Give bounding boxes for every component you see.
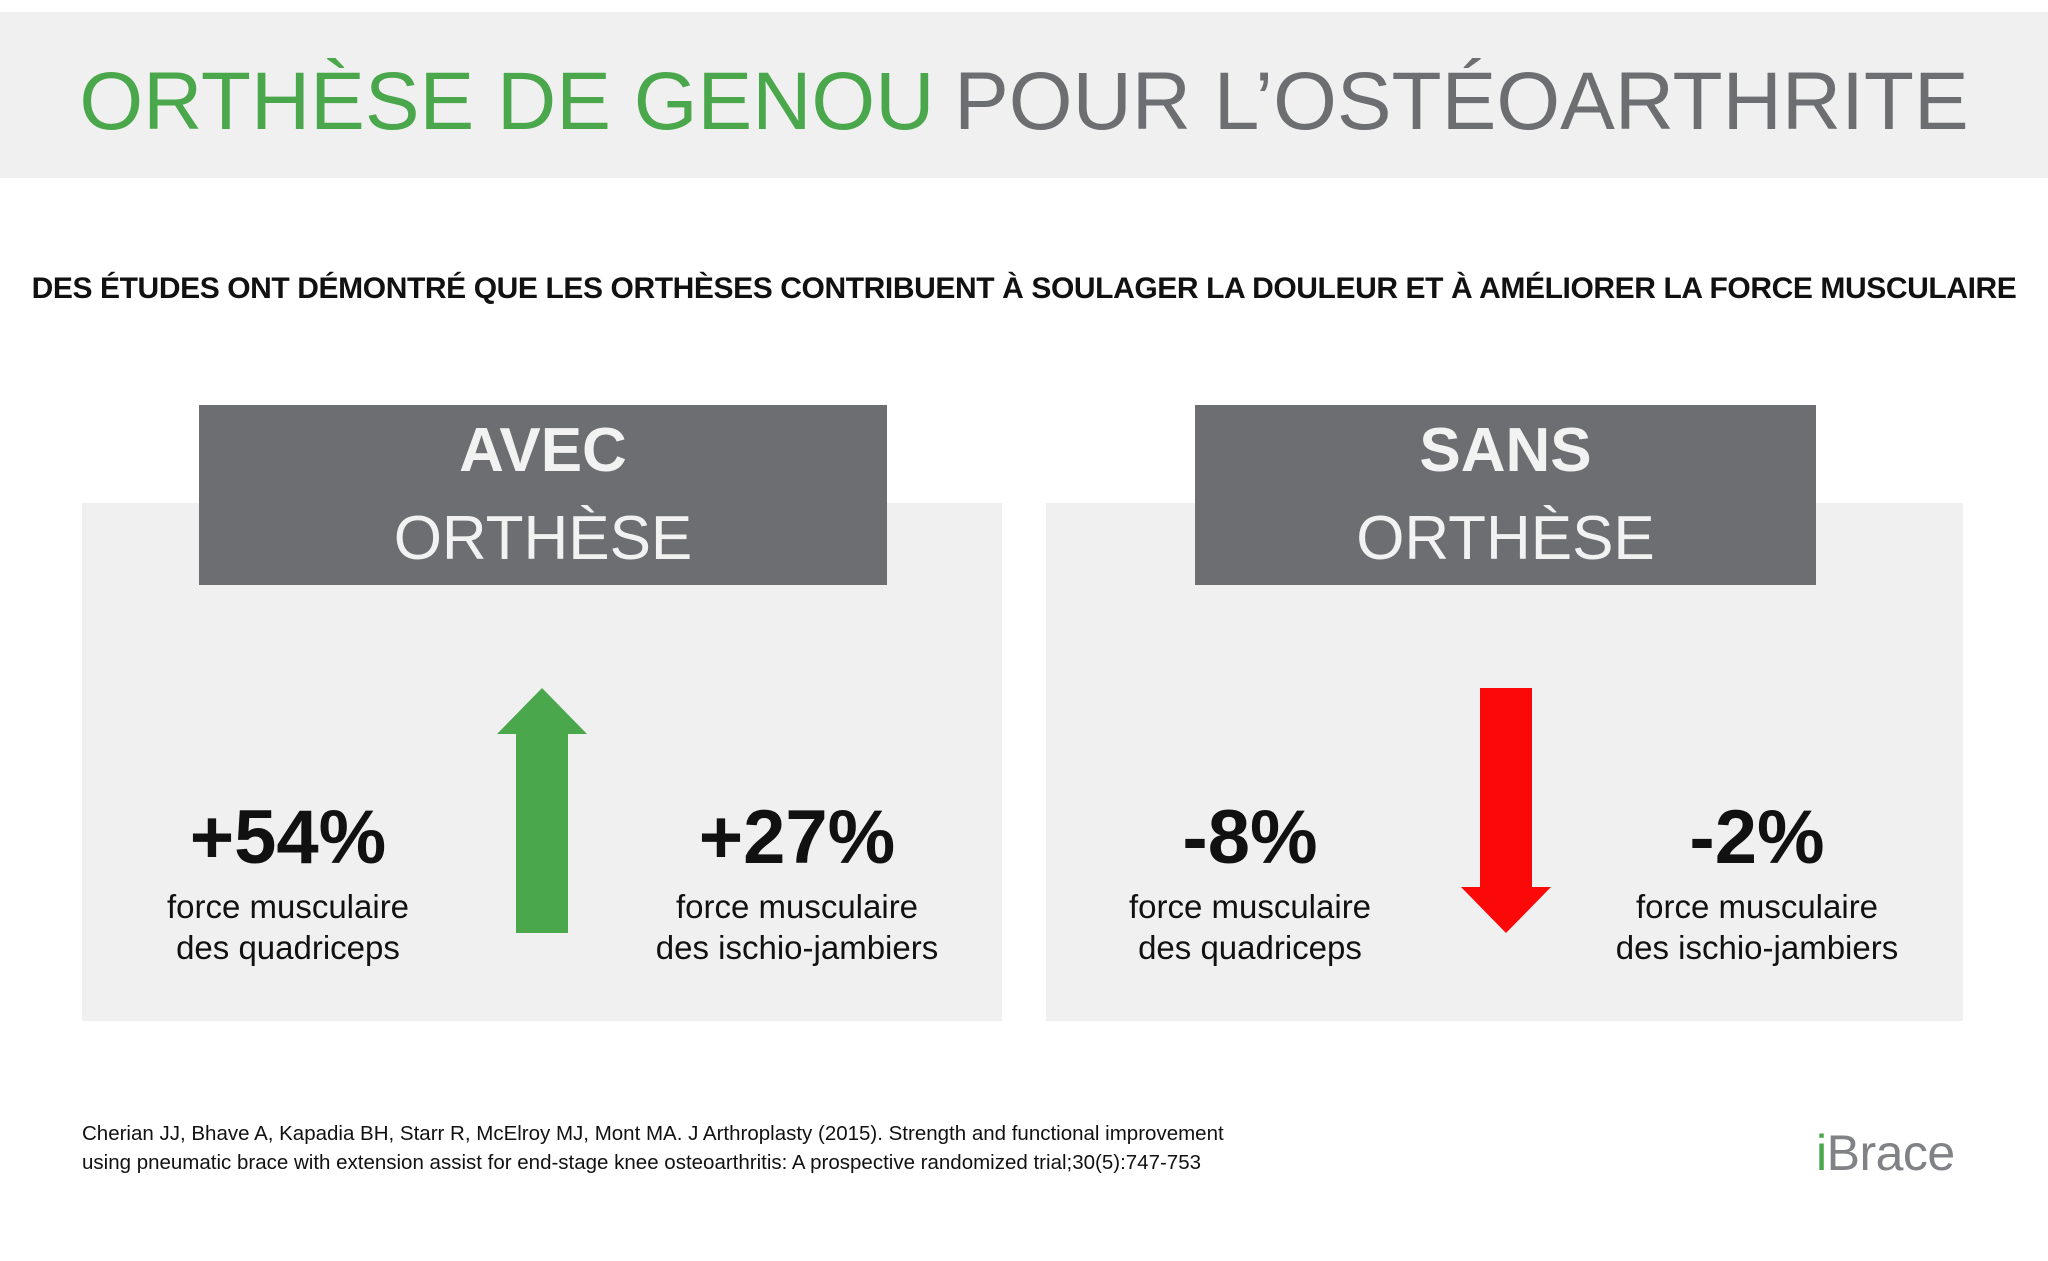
- stat-value: -2%: [1689, 795, 1825, 880]
- subtitle: DES ÉTUDES ONT DÉMONTRÉ QUE LES ORTHÈSES…: [31, 272, 2017, 305]
- stat-label: force musculaire des quadriceps: [166, 888, 410, 966]
- title-highlight: ORTHÈSE DE GENOU: [79, 56, 935, 147]
- page-title: ORTHÈSE DE GENOU POUR L’OSTÉOARTHRITE: [79, 55, 1968, 149]
- title-rest: POUR L’OSTÉOARTHRITE: [954, 56, 1969, 147]
- stat-quadriceps-with-brace: +54% force musculaire des quadriceps: [58, 798, 518, 968]
- arrow-up-shape: [497, 688, 587, 933]
- stat-label: force musculaire des ischio-jambiers: [655, 888, 939, 966]
- stat-hamstrings-without-brace: -2% force musculaire des ischio-jambiers: [1527, 798, 1987, 968]
- panel-header-word-orthese: ORTHÈSE: [393, 504, 693, 573]
- logo-prefix: i: [1816, 1125, 1827, 1181]
- stat-value: -8%: [1182, 795, 1318, 880]
- citation: Cherian JJ, Bhave A, Kapadia BH, Starr R…: [82, 1119, 1224, 1177]
- panel-header-with-brace: AVEC ORTHÈSE: [199, 405, 887, 585]
- logo-name: Brace: [1826, 1125, 1956, 1181]
- citation-line-2: using pneumatic brace with extension ass…: [82, 1151, 1202, 1174]
- arrow-down-icon: [1461, 688, 1551, 933]
- panel-header-without-brace: SANS ORTHÈSE: [1195, 405, 1816, 585]
- stat-quadriceps-without-brace: -8% force musculaire des quadriceps: [1020, 798, 1480, 968]
- panel-header-word-orthese: ORTHÈSE: [1356, 504, 1655, 573]
- panel-header-word-sans: SANS: [1419, 416, 1592, 485]
- ibrace-logo: iBrace: [1816, 1124, 1955, 1182]
- header-band: ORTHÈSE DE GENOU POUR L’OSTÉOARTHRITE: [0, 12, 2048, 178]
- stat-value: +27%: [698, 795, 896, 880]
- panel-header-word-avec: AVEC: [459, 416, 627, 485]
- arrow-up-icon: [497, 688, 587, 933]
- arrow-down-shape: [1461, 688, 1551, 933]
- stat-label: force musculaire des ischio-jambiers: [1615, 888, 1899, 966]
- stat-label: force musculaire des quadriceps: [1128, 888, 1372, 966]
- stat-value: +54%: [189, 795, 387, 880]
- citation-line-1: Cherian JJ, Bhave A, Kapadia BH, Starr R…: [82, 1122, 1224, 1145]
- stat-hamstrings-with-brace: +27% force musculaire des ischio-jambier…: [567, 798, 1027, 968]
